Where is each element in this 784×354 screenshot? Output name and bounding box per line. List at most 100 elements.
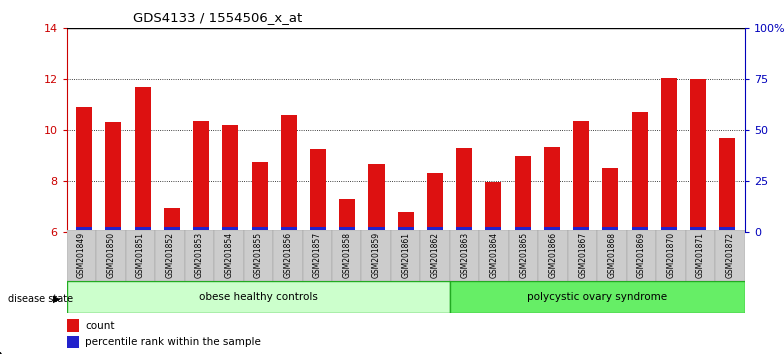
Text: obese healthy controls: obese healthy controls <box>199 292 318 302</box>
Bar <box>310 227 326 232</box>
Bar <box>686 230 715 281</box>
Bar <box>105 227 122 232</box>
Text: GSM201865: GSM201865 <box>519 232 528 278</box>
Bar <box>719 138 735 232</box>
Bar <box>164 227 180 232</box>
Bar <box>568 230 597 281</box>
Bar <box>214 230 244 281</box>
Bar <box>332 230 361 281</box>
Text: GSM201852: GSM201852 <box>165 232 174 278</box>
Bar <box>339 227 355 232</box>
Bar <box>273 230 303 281</box>
Bar <box>544 227 560 232</box>
Bar <box>193 227 209 232</box>
Bar <box>368 165 384 232</box>
Text: GSM201849: GSM201849 <box>77 232 86 278</box>
Text: GSM201867: GSM201867 <box>578 232 587 278</box>
Bar <box>544 147 560 232</box>
Bar <box>450 281 745 313</box>
Text: ▶: ▶ <box>53 294 60 304</box>
Bar <box>450 230 480 281</box>
Bar <box>310 149 326 232</box>
Bar <box>105 122 122 232</box>
Bar <box>303 230 332 281</box>
Bar <box>184 230 214 281</box>
Text: GSM201853: GSM201853 <box>194 232 204 278</box>
Bar <box>281 115 297 232</box>
Bar <box>509 230 539 281</box>
Bar <box>456 148 472 232</box>
Bar <box>514 227 531 232</box>
Bar <box>632 227 648 232</box>
Text: GSM201872: GSM201872 <box>725 232 735 278</box>
Bar <box>690 79 706 232</box>
Bar <box>223 227 238 232</box>
Text: GDS4133 / 1554506_x_at: GDS4133 / 1554506_x_at <box>133 11 303 24</box>
Text: GSM201871: GSM201871 <box>696 232 705 278</box>
Bar <box>67 319 78 332</box>
Bar <box>539 230 568 281</box>
Bar <box>602 227 619 232</box>
Bar <box>155 230 184 281</box>
Bar <box>656 230 686 281</box>
Text: polycystic ovary syndrome: polycystic ovary syndrome <box>528 292 667 302</box>
Text: GSM201861: GSM201861 <box>401 232 410 278</box>
Text: GSM201857: GSM201857 <box>313 232 321 278</box>
Bar <box>96 230 125 281</box>
Text: percentile rank within the sample: percentile rank within the sample <box>85 337 261 347</box>
Bar <box>661 227 677 232</box>
Bar <box>602 168 619 232</box>
Bar <box>719 227 735 232</box>
Bar <box>125 230 155 281</box>
Bar <box>514 155 531 232</box>
Text: GSM201862: GSM201862 <box>430 232 440 278</box>
Bar <box>420 230 450 281</box>
Bar <box>397 212 414 232</box>
Bar <box>76 227 93 232</box>
Bar <box>67 336 78 348</box>
Text: GSM201870: GSM201870 <box>666 232 676 278</box>
Text: GSM201856: GSM201856 <box>283 232 292 278</box>
Bar <box>67 230 96 281</box>
Bar <box>632 112 648 232</box>
Text: GSM201869: GSM201869 <box>637 232 646 278</box>
Bar <box>368 227 384 232</box>
Bar <box>480 230 509 281</box>
Text: GSM201868: GSM201868 <box>608 232 617 278</box>
Text: GSM201864: GSM201864 <box>490 232 499 278</box>
Bar <box>76 107 93 232</box>
Bar <box>223 125 238 232</box>
Text: disease state: disease state <box>8 294 73 304</box>
Text: GSM201851: GSM201851 <box>136 232 145 278</box>
Text: count: count <box>85 320 114 331</box>
Bar <box>427 173 443 232</box>
Text: GSM201859: GSM201859 <box>372 232 381 278</box>
Bar <box>397 227 414 232</box>
Bar <box>627 230 656 281</box>
Bar <box>597 230 627 281</box>
Text: GSM201850: GSM201850 <box>107 232 115 278</box>
Bar <box>661 78 677 232</box>
Bar <box>427 227 443 232</box>
Bar <box>244 230 273 281</box>
Bar <box>252 162 267 232</box>
Bar <box>573 227 589 232</box>
Bar <box>485 227 502 232</box>
Bar <box>193 121 209 232</box>
Bar <box>361 230 391 281</box>
Bar <box>135 87 151 232</box>
Text: GSM201863: GSM201863 <box>460 232 469 278</box>
Bar <box>281 227 297 232</box>
Bar <box>164 208 180 232</box>
Bar <box>67 281 450 313</box>
Bar <box>715 230 745 281</box>
Text: GSM201855: GSM201855 <box>254 232 263 278</box>
Bar <box>456 227 472 232</box>
Bar <box>391 230 420 281</box>
Text: GSM201854: GSM201854 <box>224 232 234 278</box>
Bar <box>252 227 267 232</box>
Bar <box>690 227 706 232</box>
Bar <box>339 199 355 232</box>
Text: GSM201866: GSM201866 <box>549 232 557 278</box>
Bar <box>573 121 589 232</box>
